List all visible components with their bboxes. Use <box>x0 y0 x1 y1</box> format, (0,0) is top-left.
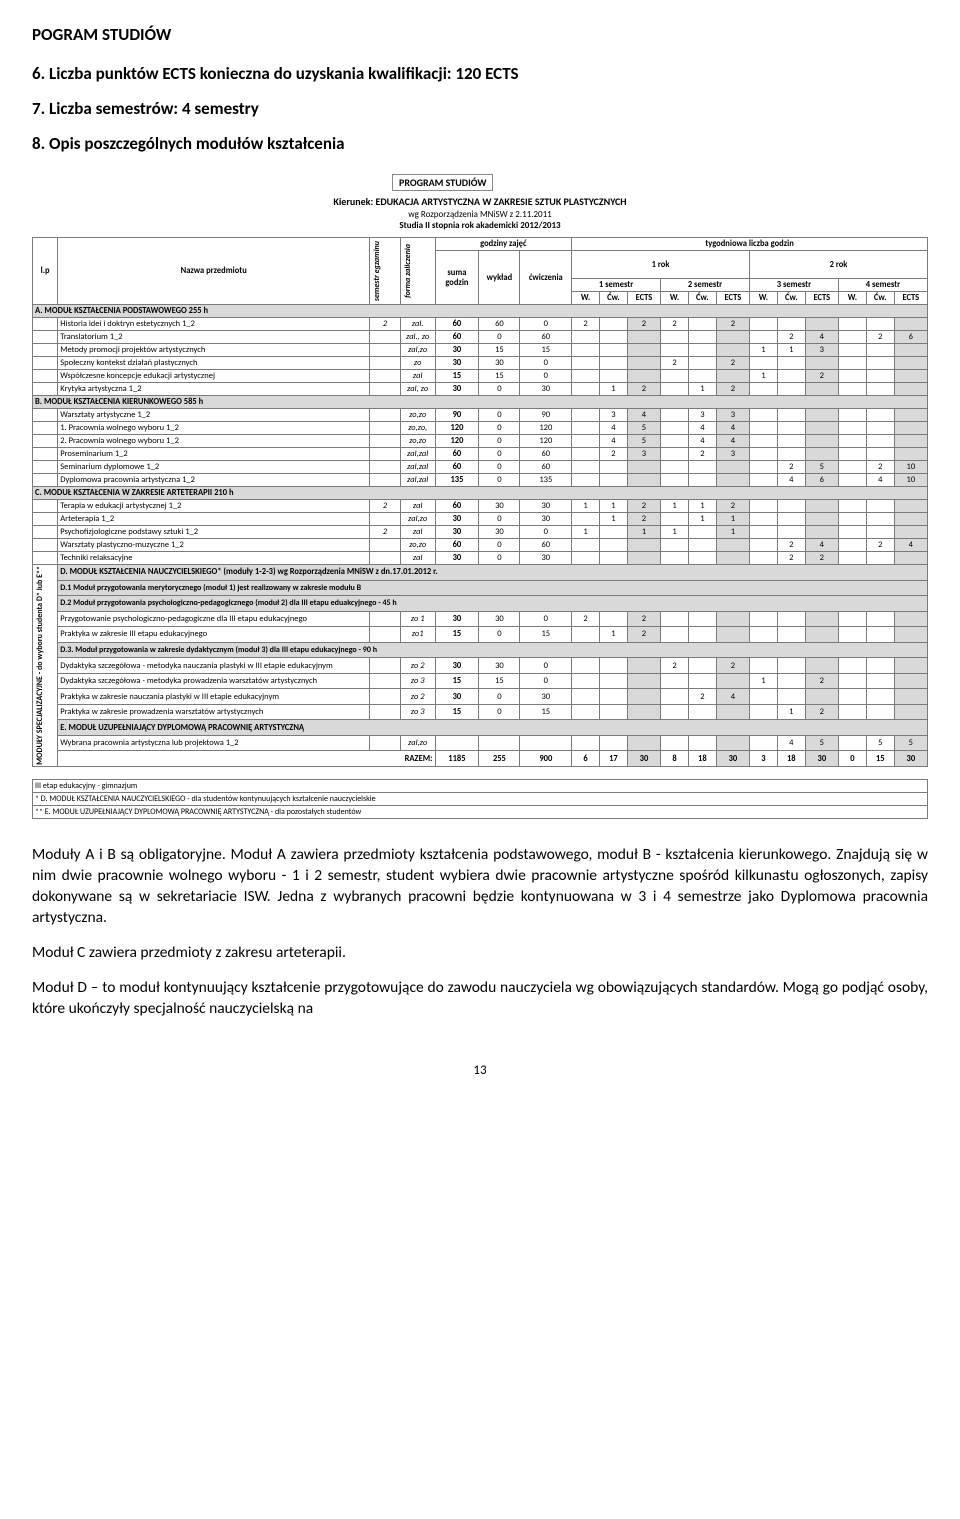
table-row: Krytyka artystyczna 1_2zal, zo300301212 <box>33 383 928 396</box>
hdr-cw2: Ćw. <box>777 292 805 305</box>
hdr-forma: forma zaliczenia <box>403 242 413 300</box>
hdr-nazwa: Nazwa przedmiotu <box>181 266 247 276</box>
total-row: RAZEM:118525590061730818303183001530 <box>33 751 928 767</box>
table-row: Dydaktyka szczegółowa - metodyka prowadz… <box>33 673 928 689</box>
table-row: 2. Pracownia wolnego wyboru 1_2zo,zo1200… <box>33 435 928 448</box>
table-row: Techniki relaksacyjnezal3003022 <box>33 552 928 565</box>
body-text: Moduły A i B są obligatoryjne. Moduł A z… <box>32 845 928 1019</box>
table-row: Dyplomowa pracownia artystyczna 1_2zal,z… <box>33 474 928 487</box>
table-row: Społeczny kontekst działań plastycznychz… <box>33 357 928 370</box>
rozp-line: wg Rozporządzenia MNiSW z 2.11.2011 <box>32 209 928 220</box>
table-row: Translatorium 1_2zal., zo600602426 <box>33 331 928 344</box>
table-row: 1. Pracownia wolnego wyboru 1_2zo,zo,120… <box>33 422 928 435</box>
hdr-ects: ECTS <box>894 292 927 305</box>
hdr-rok1: 1 rok <box>652 260 670 270</box>
table-row: Praktyka w zakresie III etapu edukacyjne… <box>33 627 928 643</box>
hdr-cw2: Ćw. <box>866 292 894 305</box>
paragraph-2: Moduł C zawiera przedmioty z zakresu art… <box>32 943 928 964</box>
subsection-header: D.1 Moduł przygotowania merytorycznego (… <box>58 580 928 596</box>
hdr-godziny: godziny zajęć <box>480 239 526 249</box>
footnote: * D. MODUŁ KSZTAŁCENIA NAUCZYCIELSKIEGO … <box>33 793 928 806</box>
kierunek-line: Kierunek: EDUKACJA ARTYSTYCZNA W ZAKRESI… <box>32 195 928 208</box>
hdr-cw2: Ćw. <box>599 292 627 305</box>
item-8: 8. Opis poszczególnych modułów kształcen… <box>32 133 928 154</box>
hdr-ects: ECTS <box>805 292 838 305</box>
subsection-header: D.3. Moduł przygotowania w zakresie dyda… <box>58 642 928 658</box>
hdr-tyg: tygodniowa liczba godzin <box>705 239 793 249</box>
side-label: MODUŁY SPECJALIZACYJNE - do wyboru stude… <box>35 566 45 765</box>
hdr-suma: suma godzin <box>445 268 468 288</box>
subsection-header: D.2 Moduł przygotowania psychologiczno-p… <box>58 596 928 612</box>
section-header: A. MODUŁ KSZTAŁCENIA PODSTAWOWEGO 255 h <box>33 305 928 318</box>
table-row: Seminarium dyplomowe 1_2zal,zal600602521… <box>33 461 928 474</box>
hdr-lp: l.p <box>41 266 50 276</box>
paragraph-3: Moduł D – to moduł kontynuujący kształce… <box>32 978 928 1020</box>
footnote: ** E. MODUŁ UZUPEŁNIAJĄCY DYPLOMOWĄ PRAC… <box>33 806 928 819</box>
page-title: POGRAM STUDIÓW <box>32 24 928 45</box>
hdr-rok2: 2 rok <box>830 260 848 270</box>
table-row: Warsztaty plastyczno-muzyczne 1_2zo,zo60… <box>33 539 928 552</box>
table-row: Praktyka w zakresie prowadzenia warsztat… <box>33 704 928 720</box>
table-row: Przygotowanie psychologiczno-pedagogiczn… <box>33 611 928 627</box>
hdr-cw2: Ćw. <box>688 292 716 305</box>
hdr-sem-egz: semestr egzaminu <box>372 239 382 303</box>
section-header: C. MODUŁ KSZTAŁCENIA W ZAKRESIE ARTETERA… <box>33 487 928 500</box>
program-box: PROGRAM STUDIÓW <box>392 174 493 191</box>
hdr-cw: ćwiczenia <box>529 273 563 283</box>
study-plan-table: l.p Nazwa przedmiotu semestr egzaminu fo… <box>32 237 928 819</box>
table-row: Wybrana pracownia artystyczna lub projek… <box>33 735 928 751</box>
table-row: Historia idei i doktryn estetycznych 1_2… <box>33 318 928 331</box>
table-row: Metody promocji projektów artystycznychz… <box>33 344 928 357</box>
table-row: Terapia w edukacji artystycznej 1_22zal6… <box>33 500 928 513</box>
studia-line: Studia II stopnia rok akademicki 2012/20… <box>32 220 928 231</box>
paragraph-1: Moduły A i B są obligatoryjne. Moduł A z… <box>32 845 928 929</box>
table-row: Psychofizjologiczne podstawy sztuki 1_22… <box>33 526 928 539</box>
table-row: Arteterapia 1_2zal,zo300301211 <box>33 513 928 526</box>
table-row: Współczesne koncepcje edukacji artystycz… <box>33 370 928 383</box>
hdr-wyklad: wykład <box>487 273 513 283</box>
hdr-s2: 2 semestr <box>688 280 722 290</box>
hdr-w: W. <box>749 292 777 305</box>
table-row: Dydaktyka szczegółowa - metodyka nauczan… <box>33 658 928 674</box>
table-row: Praktyka w zakresie nauczania plastyki w… <box>33 689 928 705</box>
table-row: Proseminarium 1_2zal,zal600602323 <box>33 448 928 461</box>
table-row: Warsztaty artystyczne 1_2zo,zo900903433 <box>33 409 928 422</box>
footnote: III etap edukacyjny - gimnazjum <box>33 780 928 793</box>
hdr-s3: 3 semestr <box>777 280 811 290</box>
hdr-ects: ECTS <box>627 292 660 305</box>
hdr-ects: ECTS <box>716 292 749 305</box>
item-7: 7. Liczba semestrów: 4 semestry <box>32 98 928 119</box>
hdr-s1: 1 semestr <box>599 280 633 290</box>
page-number: 13 <box>32 1063 928 1078</box>
hdr-w: W. <box>838 292 866 305</box>
hdr-w: W. <box>572 292 600 305</box>
hdr-w: W. <box>661 292 689 305</box>
item-6: 6. Liczba punktów ECTS konieczna do uzys… <box>32 63 928 84</box>
section-header: B. MODUŁ KSZTAŁCENIA KIERUNKOWEGO 585 h <box>33 396 928 409</box>
hdr-s4: 4 semestr <box>866 280 900 290</box>
